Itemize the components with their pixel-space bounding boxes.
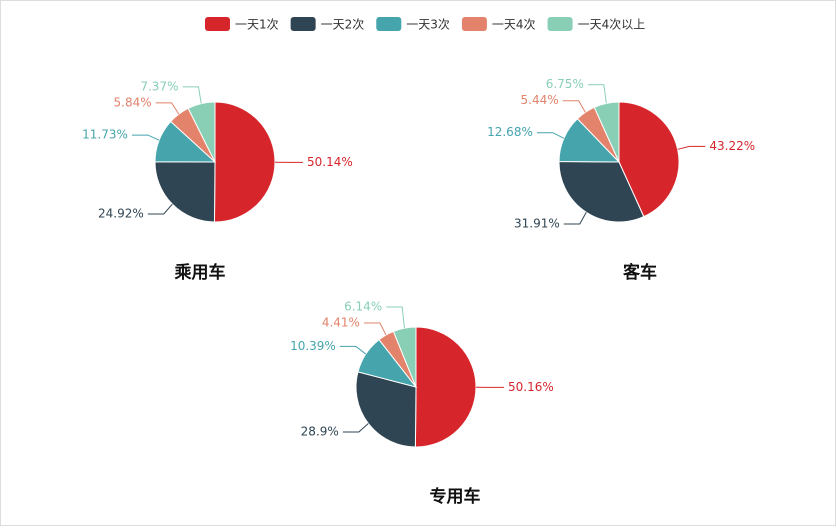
data-label: 24.92%: [98, 206, 144, 220]
data-label: 4.41%: [322, 315, 360, 329]
chart-title: 专用车: [430, 486, 481, 507]
chart-title: 客车: [622, 262, 657, 283]
data-label: 43.22%: [709, 139, 755, 153]
data-label: 28.9%: [301, 424, 339, 438]
data-label: 31.91%: [514, 217, 560, 231]
legend-swatch[interactable]: [376, 17, 401, 31]
legend-label[interactable]: 一天2次: [321, 18, 365, 32]
legend-label[interactable]: 一天4次以上: [578, 18, 646, 32]
data-label: 5.44%: [521, 93, 559, 107]
legend-label[interactable]: 一天3次: [406, 18, 450, 32]
legend-label[interactable]: 一天1次: [235, 18, 279, 32]
chart-title: 乘用车: [174, 262, 226, 283]
data-label: 5.84%: [114, 95, 152, 109]
data-label: 6.14%: [344, 299, 382, 313]
data-label: 12.68%: [487, 125, 533, 139]
legend-swatch[interactable]: [548, 17, 573, 31]
legend-swatch[interactable]: [291, 17, 316, 31]
data-label: 7.37%: [140, 79, 178, 93]
data-label: 6.75%: [546, 77, 584, 91]
legend-swatch[interactable]: [462, 17, 487, 31]
legend-swatch[interactable]: [205, 17, 230, 31]
data-label: 10.39%: [290, 339, 336, 353]
data-label: 50.14%: [307, 155, 353, 169]
data-label: 11.73%: [82, 128, 128, 142]
legend-label[interactable]: 一天4次: [492, 18, 536, 32]
data-label: 50.16%: [508, 380, 554, 394]
